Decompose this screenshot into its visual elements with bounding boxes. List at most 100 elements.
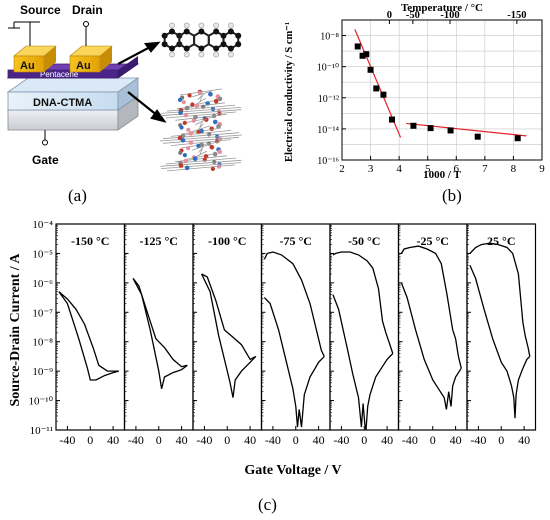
dna-atom <box>186 146 191 151</box>
y-tick-label: 10⁻⁶ <box>32 278 53 290</box>
reverse-sweep-curve <box>263 251 325 357</box>
top-tick-label: -150 <box>507 10 526 21</box>
transfer-subplot: -40 0 40 -150 °C <box>55 223 126 447</box>
carbon-atom <box>198 28 205 35</box>
carbon-atom <box>198 45 205 52</box>
x-tick-label: -40 <box>59 433 75 447</box>
x-tick-label: 8 <box>511 163 517 175</box>
dna-strand-line <box>195 118 207 126</box>
forward-sweep-curve <box>469 264 531 419</box>
y-tick-label: 10⁻¹⁴ <box>317 125 339 136</box>
x-tick-label: 0 <box>87 433 93 447</box>
top-axis-label: Temperature / °C <box>401 2 483 14</box>
dna-atom <box>181 100 186 105</box>
caption-c: (c) <box>258 495 277 514</box>
data-point <box>354 43 361 50</box>
data-point <box>359 52 366 59</box>
caption-a: (a) <box>68 186 87 205</box>
x-tick-label: 40 <box>244 433 256 447</box>
data-point <box>380 91 387 98</box>
data-point <box>410 122 417 129</box>
dna-atom <box>190 102 195 107</box>
dna-atom <box>213 98 219 104</box>
x-tick-label: 4 <box>396 163 402 175</box>
caption-b: (b) <box>442 186 462 205</box>
y-tick-label: 10⁻⁸ <box>320 32 339 43</box>
carbon-atom <box>161 41 168 48</box>
carbon-atom <box>161 32 168 39</box>
data-point <box>514 135 521 142</box>
dna-atom <box>188 131 194 136</box>
dna-strand-line <box>195 97 207 105</box>
y-tick-label: 10⁻¹¹ <box>30 425 53 437</box>
pentacene-label: Pentacene <box>40 70 79 79</box>
dna-strand-line <box>167 164 235 172</box>
dna-atom <box>182 120 187 125</box>
dna-atom <box>216 124 221 129</box>
hydrogen-atom <box>227 22 234 29</box>
dna-strand-line <box>199 121 203 128</box>
drain-electrode: Au <box>69 45 113 73</box>
x-tick-label: 0 <box>498 433 504 447</box>
dna-atom <box>192 156 198 161</box>
dna-atom <box>209 126 214 132</box>
temperature-label: -75 °C <box>280 234 312 248</box>
subplot-frame <box>260 223 331 431</box>
top-tick-label: -100 <box>440 10 459 21</box>
dielectric-label: DNA-CTMA <box>33 97 92 109</box>
dna-atom <box>194 103 200 109</box>
x-tick-label: 6 <box>454 163 460 175</box>
source-label: Source <box>20 3 61 17</box>
x-tick-label: -40 <box>470 433 486 447</box>
temperature-label: -100 °C <box>208 234 246 248</box>
dna-atom <box>203 154 209 159</box>
transfer-subplot: -40 0 40 -100 °C <box>192 223 263 447</box>
y-axis-label: Electrical conductivity / S cm⁻¹ <box>284 22 295 162</box>
x-tick-label: 0 <box>361 433 367 447</box>
dielectric-layer: DNA-CTMA <box>6 77 140 111</box>
dna-atom <box>207 132 212 137</box>
carbon-atom <box>183 45 190 52</box>
reverse-sweep-curve <box>469 242 531 357</box>
dna-atom <box>179 125 184 130</box>
hydrogen-atom <box>183 51 190 58</box>
dna-strand-line <box>191 143 211 151</box>
carbon-atom <box>169 45 175 52</box>
dna-strand-line <box>198 123 204 130</box>
pointer-arrows <box>117 41 167 123</box>
dna-atom <box>193 115 198 120</box>
dna-strand-line <box>190 90 212 98</box>
top-tick-label: -50 <box>406 10 420 21</box>
temperature-label: -25 °C <box>417 234 449 248</box>
x-axis-label: 1000 / T <box>423 169 461 181</box>
dna-atom <box>186 127 191 132</box>
dna-strand-line <box>162 136 240 144</box>
dna-strand-line <box>199 95 203 103</box>
carbon-atom <box>183 28 190 35</box>
temperature-label: -125 °C <box>140 234 178 248</box>
data-point <box>427 125 434 132</box>
x-tick-label: 40 <box>381 433 393 447</box>
dna-strand-line <box>160 162 242 169</box>
data-point <box>373 85 380 92</box>
reverse-sweep-curve <box>201 273 257 361</box>
reverse-sweep-curve <box>132 278 188 368</box>
dna-strand-line <box>186 116 216 123</box>
forward-sweep-curve <box>332 294 394 431</box>
dna-strand-line <box>160 109 242 117</box>
dna-atom <box>183 158 189 164</box>
au-left-label: Au <box>20 60 35 72</box>
wiring <box>8 21 89 146</box>
carbon-atom <box>235 41 242 48</box>
y-axis-label: Source-Drain Current / A <box>8 253 23 407</box>
x-tick-label: 40 <box>313 433 325 447</box>
subplot-frame <box>329 223 400 431</box>
dna-strand-line <box>199 148 203 155</box>
data-point <box>447 127 454 134</box>
y-tick-label: 10⁻¹⁶ <box>317 156 339 167</box>
dna-atom <box>210 166 215 171</box>
x-tick-label: 3 <box>368 163 374 175</box>
y-tick-label: 10⁻⁴ <box>32 219 53 231</box>
dna-atom <box>182 153 187 158</box>
